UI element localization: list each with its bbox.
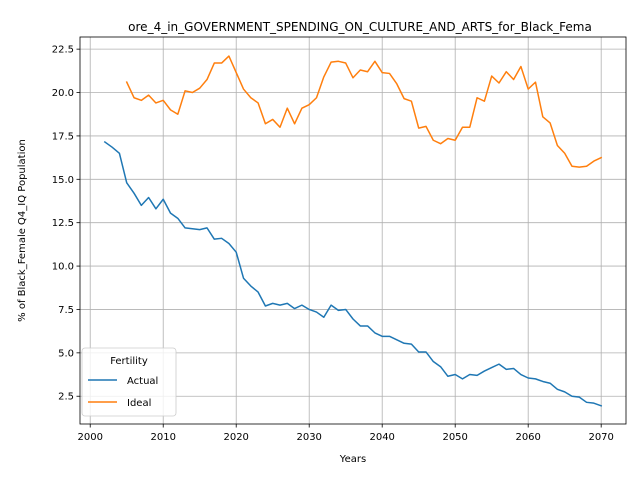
series-layer <box>103 55 603 407</box>
y-tick-label: 20.0 <box>52 88 74 99</box>
series-line-actual <box>103 140 603 407</box>
x-axis: 2000 2010 2020 2030 2040 2050 2060 2070 <box>77 424 614 443</box>
legend: Fertility Actual Ideal <box>81 347 177 417</box>
legend-label-ideal: Ideal <box>127 398 151 409</box>
legend-label-actual: Actual <box>127 376 158 387</box>
x-axis-label: Years <box>339 454 366 465</box>
y-tick-label: 10.0 <box>52 262 74 273</box>
x-tick-label: 2030 <box>296 432 321 443</box>
x-tick-label: 2010 <box>150 432 175 443</box>
x-tick-label: 2000 <box>77 432 102 443</box>
legend-title: Fertility <box>110 356 148 367</box>
y-tick-label: 17.5 <box>52 131 74 142</box>
y-tick-label: 2.5 <box>58 392 74 403</box>
x-tick-label: 2040 <box>369 432 394 443</box>
y-tick-label: 7.5 <box>58 305 74 316</box>
series-line-ideal <box>125 55 603 168</box>
y-axis: 2.5 5.0 7.5 10.0 12.5 15.0 17.5 20.0 22.5 <box>52 45 80 403</box>
x-tick-label: 2070 <box>588 432 613 443</box>
legend-box <box>81 347 177 417</box>
chart-title: ore_4_in_GOVERNMENT_SPENDING_ON_CULTURE_… <box>128 20 592 34</box>
x-tick-label: 2020 <box>223 432 248 443</box>
x-tick-label: 2050 <box>442 432 467 443</box>
y-tick-label: 15.0 <box>52 175 74 186</box>
grid <box>80 37 626 424</box>
plot-frame <box>79 36 627 425</box>
x-tick-label: 2060 <box>515 432 540 443</box>
y-axis-label: % of Black_Female Q4_IQ Population <box>17 139 28 322</box>
y-tick-label: 5.0 <box>58 348 74 359</box>
y-tick-label: 22.5 <box>52 45 74 56</box>
y-tick-label: 12.5 <box>52 218 74 229</box>
